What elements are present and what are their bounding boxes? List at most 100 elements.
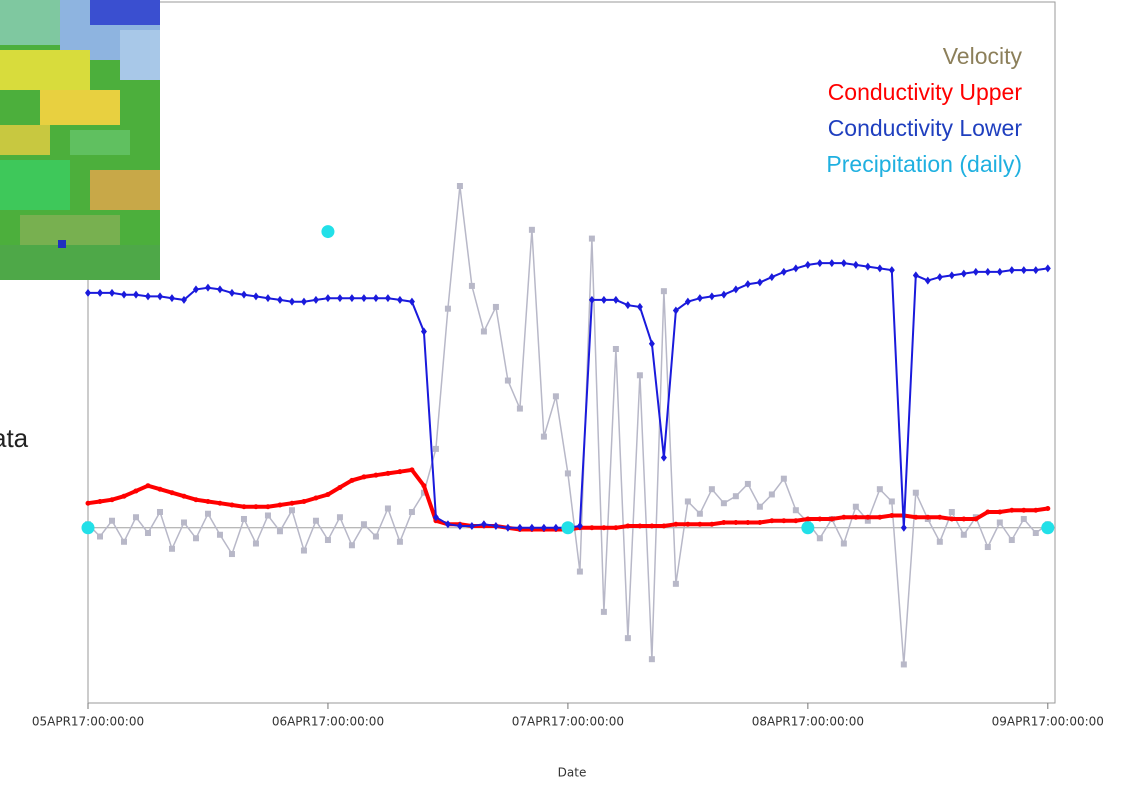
velocity-marker [601,609,607,615]
velocity-marker [361,521,367,527]
upper-marker [913,515,918,520]
velocity-marker [337,514,343,520]
upper-marker [181,494,186,499]
velocity-marker [997,519,1003,525]
velocity-marker [853,504,859,510]
velocity-marker [961,532,967,538]
precip-marker [82,521,95,534]
velocity-marker [517,406,523,412]
upper-marker [937,515,942,520]
velocity-marker [385,505,391,511]
velocity-marker [577,569,583,575]
upper-marker [925,515,930,520]
precip-marker [801,521,814,534]
upper-marker [385,471,390,476]
upper-marker [829,516,834,521]
velocity-marker [673,581,679,587]
upper-marker [685,522,690,527]
upper-marker [781,518,786,523]
velocity-marker [265,512,271,518]
velocity-marker [757,504,763,510]
velocity-marker [1021,516,1027,522]
velocity-marker [937,539,943,545]
velocity-marker [565,470,571,476]
velocity-marker [205,511,211,517]
upper-marker [853,515,858,520]
upper-marker [673,522,678,527]
upper-marker [865,515,870,520]
upper-marker [985,509,990,514]
page: ata Date VelocityConductivity UpperCondu… [0,0,1130,783]
upper-marker [313,495,318,500]
legend-entry: Conductivity Upper [828,79,1023,105]
velocity-marker [769,491,775,497]
upper-marker [949,516,954,521]
upper-marker [733,520,738,525]
slide-text: ata [0,423,29,453]
velocity-marker [505,378,511,384]
velocity-marker [97,534,103,540]
upper-marker [97,499,102,504]
precip-marker [1041,521,1054,534]
x-tick-label: 09APR17:00:00:00 [992,715,1104,729]
x-tick-label: 06APR17:00:00:00 [272,715,384,729]
upper-marker [157,487,162,492]
map-inset [0,0,160,280]
upper-marker [1045,506,1050,511]
velocity-marker [433,446,439,452]
upper-marker [337,485,342,490]
velocity-marker [985,544,991,550]
velocity-marker [193,535,199,541]
velocity-marker [481,328,487,334]
velocity-marker [949,509,955,515]
velocity-marker [721,500,727,506]
velocity-marker [817,535,823,541]
velocity-marker [529,227,535,233]
velocity-marker [229,551,235,557]
velocity-marker [625,635,631,641]
upper-marker [973,516,978,521]
upper-marker [265,504,270,509]
velocity-marker [181,519,187,525]
upper-marker [805,516,810,521]
velocity-marker [325,537,331,543]
upper-marker [709,522,714,527]
upper-marker [229,502,234,507]
upper-marker [109,497,114,502]
velocity-marker [697,511,703,517]
velocity-marker [349,542,355,548]
upper-marker [613,525,618,530]
upper-marker [697,522,702,527]
upper-marker [409,467,414,472]
upper-marker [817,516,822,521]
velocity-marker [289,507,295,513]
velocity-marker [541,434,547,440]
velocity-marker [121,539,127,545]
x-axis-title: Date [558,766,587,780]
precip-marker [561,521,574,534]
velocity-marker [877,486,883,492]
velocity-marker [157,509,163,515]
velocity-marker [145,530,151,536]
legend-entry: Velocity [943,43,1023,69]
upper-marker [86,501,91,506]
velocity-marker [613,346,619,352]
velocity-marker [781,476,787,482]
upper-marker [769,518,774,523]
upper-marker [121,494,126,499]
upper-marker [589,525,594,530]
upper-marker [1009,508,1014,513]
velocity-marker [553,393,559,399]
velocity-marker [493,304,499,310]
velocity-marker [313,518,319,524]
velocity-marker [649,656,655,662]
upper-marker [601,525,606,530]
upper-marker [745,520,750,525]
velocity-marker [301,548,307,554]
velocity-marker [685,498,691,504]
upper-marker [301,499,306,504]
velocity-marker [637,372,643,378]
upper-marker [997,509,1002,514]
legend-entry: Precipitation (daily) [826,151,1022,177]
velocity-marker [373,534,379,540]
